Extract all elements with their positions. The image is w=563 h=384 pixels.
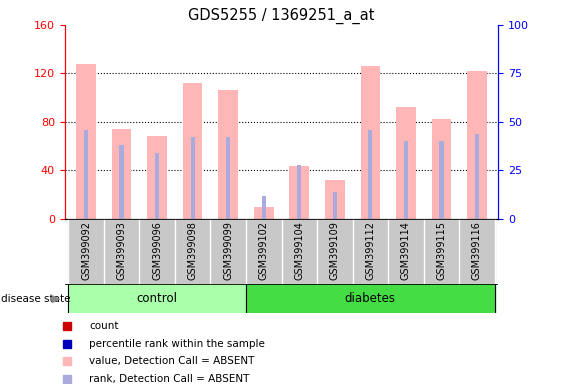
Text: GSM399093: GSM399093 <box>117 221 127 280</box>
Bar <box>388 219 423 284</box>
Text: control: control <box>137 292 178 305</box>
Text: GSM399099: GSM399099 <box>223 221 233 280</box>
Bar <box>190 137 195 219</box>
Text: GSM399114: GSM399114 <box>401 221 411 280</box>
Bar <box>84 130 88 219</box>
Bar <box>254 207 274 219</box>
Bar <box>175 219 211 284</box>
Bar <box>140 219 175 284</box>
Bar <box>211 219 246 284</box>
Bar <box>246 219 282 284</box>
Bar <box>68 284 246 313</box>
Bar <box>368 130 373 219</box>
Bar <box>246 284 495 313</box>
Bar <box>155 153 159 219</box>
Bar <box>475 134 479 219</box>
Bar <box>333 192 337 219</box>
Text: GSM399096: GSM399096 <box>152 221 162 280</box>
Text: GSM399104: GSM399104 <box>294 221 304 280</box>
Bar <box>148 136 167 219</box>
Text: percentile rank within the sample: percentile rank within the sample <box>89 339 265 349</box>
Bar <box>432 119 451 219</box>
Text: rank, Detection Call = ABSENT: rank, Detection Call = ABSENT <box>89 374 249 384</box>
Bar <box>325 180 345 219</box>
Bar <box>77 64 96 219</box>
Bar <box>112 129 131 219</box>
Text: GSM399102: GSM399102 <box>259 221 269 280</box>
Text: GSM399115: GSM399115 <box>436 221 446 280</box>
Text: count: count <box>89 321 119 331</box>
Bar <box>226 137 230 219</box>
Text: disease state: disease state <box>1 293 70 304</box>
Bar <box>467 71 486 219</box>
Title: GDS5255 / 1369251_a_at: GDS5255 / 1369251_a_at <box>188 7 375 23</box>
Bar <box>282 219 317 284</box>
Bar <box>317 219 352 284</box>
Bar <box>119 145 124 219</box>
Bar <box>289 166 309 219</box>
Text: diabetes: diabetes <box>345 292 396 305</box>
Bar <box>459 219 495 284</box>
Bar <box>423 219 459 284</box>
Text: GSM399116: GSM399116 <box>472 221 482 280</box>
Bar <box>68 219 104 284</box>
Text: GSM399092: GSM399092 <box>81 221 91 280</box>
Bar <box>404 141 408 219</box>
Text: GSM399112: GSM399112 <box>365 221 376 280</box>
Text: GSM399098: GSM399098 <box>187 221 198 280</box>
Bar <box>439 141 444 219</box>
Bar <box>183 83 203 219</box>
Bar <box>218 90 238 219</box>
Text: value, Detection Call = ABSENT: value, Detection Call = ABSENT <box>89 356 254 366</box>
Text: ▶: ▶ <box>52 293 61 304</box>
Text: GSM399109: GSM399109 <box>330 221 340 280</box>
Bar <box>396 108 415 219</box>
Bar <box>360 66 380 219</box>
Bar <box>352 219 388 284</box>
Bar <box>297 165 301 219</box>
Bar <box>262 195 266 219</box>
Bar <box>104 219 140 284</box>
